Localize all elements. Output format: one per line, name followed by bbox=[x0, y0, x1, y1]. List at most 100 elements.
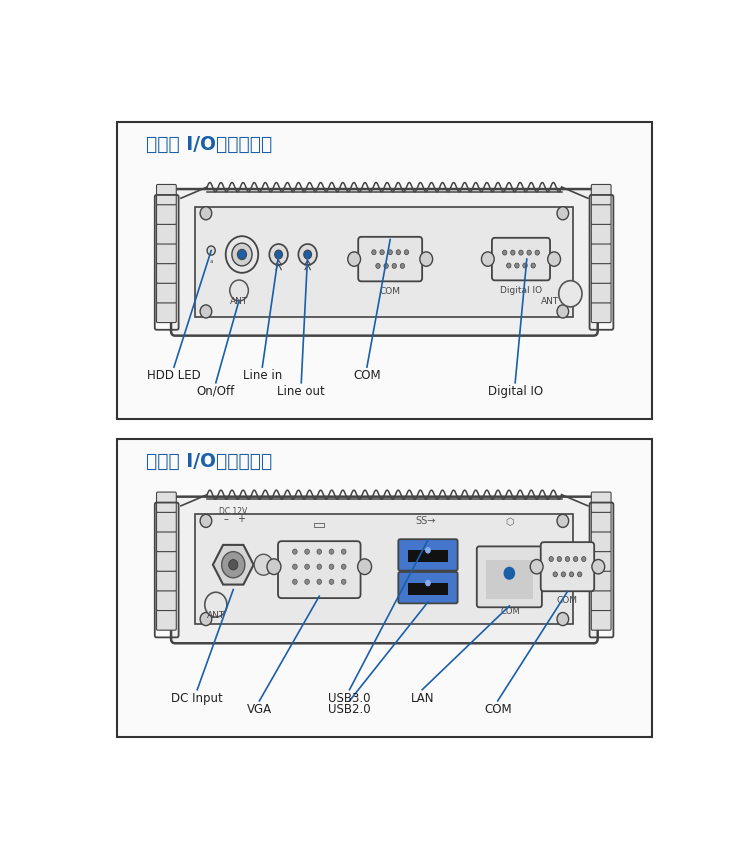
FancyBboxPatch shape bbox=[358, 237, 422, 281]
Text: Line in: Line in bbox=[243, 369, 282, 382]
Circle shape bbox=[304, 579, 310, 584]
Circle shape bbox=[523, 263, 527, 268]
Bar bbox=[196, 514, 573, 624]
Circle shape bbox=[329, 564, 334, 570]
FancyBboxPatch shape bbox=[157, 610, 176, 630]
Circle shape bbox=[200, 613, 211, 626]
Circle shape bbox=[380, 250, 384, 255]
FancyBboxPatch shape bbox=[591, 570, 611, 591]
Text: COM: COM bbox=[484, 703, 512, 716]
FancyBboxPatch shape bbox=[591, 610, 611, 630]
Circle shape bbox=[420, 252, 433, 266]
FancyBboxPatch shape bbox=[398, 539, 458, 570]
Circle shape bbox=[292, 564, 297, 570]
Text: –: – bbox=[224, 514, 228, 524]
Circle shape bbox=[404, 250, 409, 255]
Circle shape bbox=[511, 250, 515, 255]
Text: HDD LED: HDD LED bbox=[147, 369, 201, 382]
FancyBboxPatch shape bbox=[591, 184, 611, 205]
Circle shape bbox=[574, 557, 578, 562]
Bar bbox=[117, 439, 652, 737]
Circle shape bbox=[514, 263, 519, 268]
FancyBboxPatch shape bbox=[157, 570, 176, 591]
Circle shape bbox=[358, 558, 371, 575]
Circle shape bbox=[519, 250, 524, 255]
Circle shape bbox=[392, 264, 397, 269]
Bar bbox=[408, 550, 448, 562]
Circle shape bbox=[557, 305, 568, 318]
Circle shape bbox=[207, 246, 215, 255]
Circle shape bbox=[200, 514, 211, 527]
Circle shape bbox=[317, 564, 322, 570]
FancyBboxPatch shape bbox=[591, 263, 611, 283]
Text: a: a bbox=[209, 258, 213, 264]
Text: LAN: LAN bbox=[410, 692, 434, 705]
Circle shape bbox=[232, 243, 252, 266]
FancyBboxPatch shape bbox=[157, 531, 176, 552]
Circle shape bbox=[548, 252, 560, 266]
Circle shape bbox=[482, 252, 494, 266]
Text: COM: COM bbox=[353, 369, 381, 382]
Circle shape bbox=[292, 579, 297, 584]
Circle shape bbox=[557, 557, 562, 562]
Circle shape bbox=[557, 613, 568, 626]
Text: ANT: ANT bbox=[541, 297, 560, 306]
FancyBboxPatch shape bbox=[591, 531, 611, 552]
Circle shape bbox=[205, 592, 226, 617]
FancyBboxPatch shape bbox=[591, 551, 611, 571]
Circle shape bbox=[341, 564, 346, 570]
FancyBboxPatch shape bbox=[157, 551, 176, 571]
FancyBboxPatch shape bbox=[157, 184, 176, 205]
Text: COM: COM bbox=[380, 286, 400, 296]
FancyBboxPatch shape bbox=[157, 512, 176, 532]
FancyBboxPatch shape bbox=[171, 189, 598, 336]
Text: ANT: ANT bbox=[207, 610, 225, 620]
FancyBboxPatch shape bbox=[492, 238, 550, 280]
Text: ANT: ANT bbox=[230, 297, 248, 306]
Circle shape bbox=[557, 207, 568, 220]
FancyBboxPatch shape bbox=[541, 542, 594, 592]
Text: DC Input: DC Input bbox=[171, 692, 223, 705]
Circle shape bbox=[317, 579, 322, 584]
FancyBboxPatch shape bbox=[591, 492, 611, 513]
FancyBboxPatch shape bbox=[157, 263, 176, 283]
FancyBboxPatch shape bbox=[157, 303, 176, 322]
FancyBboxPatch shape bbox=[157, 224, 176, 244]
Bar bbox=[117, 122, 652, 419]
Circle shape bbox=[298, 244, 317, 265]
Circle shape bbox=[566, 557, 570, 562]
Circle shape bbox=[341, 549, 346, 554]
Circle shape bbox=[200, 305, 211, 318]
FancyBboxPatch shape bbox=[157, 204, 176, 224]
Text: COM: COM bbox=[501, 607, 520, 616]
Circle shape bbox=[317, 549, 322, 554]
Circle shape bbox=[531, 263, 536, 268]
Circle shape bbox=[304, 549, 310, 554]
Bar bbox=[408, 583, 448, 595]
Text: Digital IO: Digital IO bbox=[500, 286, 542, 295]
Circle shape bbox=[304, 250, 311, 259]
Circle shape bbox=[506, 263, 511, 268]
Circle shape bbox=[229, 559, 238, 570]
Circle shape bbox=[348, 252, 361, 266]
Circle shape bbox=[553, 572, 557, 577]
Circle shape bbox=[267, 558, 281, 575]
Text: VGA: VGA bbox=[247, 703, 272, 716]
Circle shape bbox=[329, 549, 334, 554]
Circle shape bbox=[376, 264, 380, 269]
Circle shape bbox=[384, 264, 388, 269]
Circle shape bbox=[329, 579, 334, 584]
FancyBboxPatch shape bbox=[591, 283, 611, 303]
FancyBboxPatch shape bbox=[591, 204, 611, 224]
Text: DC 12V: DC 12V bbox=[219, 507, 248, 516]
Circle shape bbox=[274, 250, 283, 259]
FancyBboxPatch shape bbox=[591, 590, 611, 610]
Circle shape bbox=[569, 572, 574, 577]
Text: ⬡: ⬡ bbox=[505, 518, 514, 527]
Text: 后面板 I/O扩展布局图: 后面板 I/O扩展布局图 bbox=[146, 452, 272, 471]
Text: SS→: SS→ bbox=[415, 516, 435, 526]
Circle shape bbox=[535, 250, 539, 255]
FancyBboxPatch shape bbox=[157, 590, 176, 610]
Text: 前面板 I/O扩展布局图: 前面板 I/O扩展布局图 bbox=[146, 135, 272, 154]
FancyBboxPatch shape bbox=[591, 512, 611, 532]
